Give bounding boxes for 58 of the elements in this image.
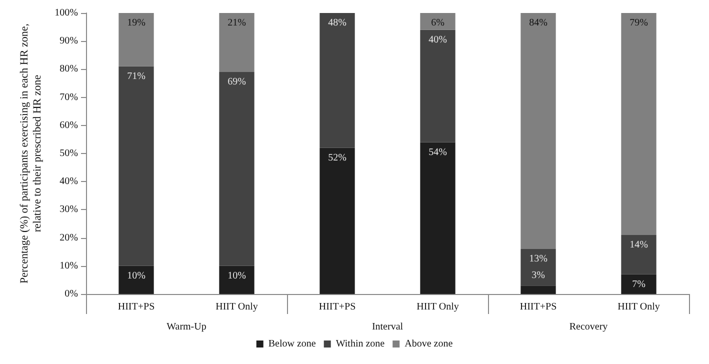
y-tick-label: 30% <box>60 204 78 216</box>
bar <box>118 13 154 66</box>
bar <box>520 286 556 294</box>
y-tick-label: 40% <box>60 176 78 188</box>
text: Warm-Up <box>166 322 206 332</box>
y-tick-label: 80% <box>60 64 78 75</box>
bar <box>118 66 154 266</box>
x-tick-label: HIIT+PS <box>318 302 356 312</box>
text: Interval <box>372 322 404 332</box>
y-tick-label: 0% <box>64 288 78 300</box>
y-tick-label: 90% <box>60 36 78 47</box>
data-label: 52% <box>328 152 346 164</box>
data-label: 10% <box>127 270 146 282</box>
y-tick-label: 100% <box>54 8 78 18</box>
bar <box>320 13 355 148</box>
bar <box>420 13 456 30</box>
text: Recovery <box>569 322 608 332</box>
y-axis-title: Percentage (%) of participants exercising in each HR zone, relative to their prescribed HR zone <box>18 23 44 284</box>
bar <box>320 148 355 294</box>
y-tick-label: 10% <box>60 260 78 272</box>
data-label: 3% <box>532 270 545 282</box>
data-label: 21% <box>228 18 246 28</box>
bar <box>621 13 656 235</box>
bar <box>219 13 254 72</box>
bar <box>118 266 154 294</box>
data-label: 13% <box>529 254 548 265</box>
data-label: 7% <box>632 278 646 290</box>
data-label: 84% <box>529 18 548 28</box>
data-label: 10% <box>228 270 246 282</box>
bar <box>420 30 456 142</box>
y-tick-label: 60% <box>60 120 78 131</box>
bar <box>219 72 254 266</box>
bar <box>621 274 656 294</box>
bar <box>520 249 556 286</box>
x-tick-label: HIIT Only <box>416 302 459 312</box>
legend-label: Below zone <box>268 338 316 350</box>
bar <box>621 234 656 274</box>
data-label: 19% <box>127 18 146 28</box>
y-tick-label: 50% <box>60 148 78 159</box>
data-label: 54% <box>428 146 447 158</box>
data-label: 48% <box>328 18 346 28</box>
legend-label: Above zone <box>404 338 454 350</box>
x-tick-label: HIIT Only <box>618 302 660 312</box>
y-tick-label: 20% <box>60 232 78 244</box>
x-tick-label: HIIT Only <box>216 302 258 312</box>
bar <box>520 13 556 250</box>
data-label: 79% <box>630 18 648 28</box>
bar <box>420 142 456 294</box>
x-tick-label: HIIT+PS <box>118 302 155 312</box>
data-label: 14% <box>630 239 648 250</box>
bar <box>219 266 254 294</box>
data-label: 71% <box>127 70 146 82</box>
x-tick-label: HIIT+PS <box>520 302 557 312</box>
data-label: 40% <box>428 34 447 46</box>
legend-label: Within zone <box>336 338 386 350</box>
data-label: 6% <box>431 18 444 28</box>
y-tick-label: 70% <box>60 92 78 103</box>
data-label: 69% <box>228 76 246 88</box>
